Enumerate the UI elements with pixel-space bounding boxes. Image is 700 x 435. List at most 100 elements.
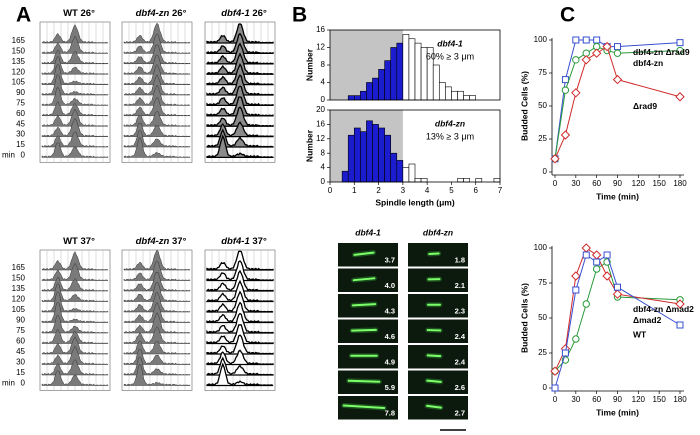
histogram-bar: [463, 95, 470, 101]
series-line: [554, 45, 681, 160]
y-tick-label: 8: [321, 60, 326, 69]
dna-histogram: [123, 136, 191, 158]
marker: [593, 258, 601, 266]
y-axis-label: Number: [304, 129, 314, 162]
time-label: 60: [16, 337, 25, 346]
histogram-bar: [378, 69, 385, 101]
y-tick-label: 50: [538, 101, 547, 110]
histogram-bar: [457, 178, 464, 183]
annotation: 13% ≥ 3 μm: [426, 131, 474, 141]
x-tick-label: 0: [553, 179, 558, 188]
y-axis-label: Budded Cells (%): [519, 283, 529, 353]
series-label: dbf4-zn Δrad9: [633, 47, 690, 57]
x-tick-label: 0: [328, 186, 333, 195]
micrograph: [338, 243, 398, 267]
histogram-bar: [341, 170, 349, 183]
marker: [676, 39, 684, 47]
marker: [591, 250, 602, 260]
marker: [614, 283, 621, 291]
column-label: dbf4-1: [355, 227, 381, 237]
histogram-bar: [366, 82, 373, 101]
marker: [572, 335, 580, 343]
dna-histogram: [123, 22, 191, 44]
time-label: 30: [16, 130, 25, 139]
histogram-bar: [402, 167, 410, 183]
time-label: 60: [16, 109, 25, 118]
marker: [676, 321, 684, 329]
x-tick-label: 180: [673, 179, 687, 188]
marker: [592, 265, 601, 273]
y-tick-label: 100: [534, 243, 548, 252]
x-tick-label: 120: [632, 395, 646, 404]
time-label: 135: [12, 57, 26, 66]
x-tick-label: 180: [673, 395, 687, 404]
histogram-bar: [372, 77, 379, 101]
spindle: [347, 379, 381, 383]
annotation: 60% ≥ 3 μm: [426, 51, 474, 61]
x-axis-label: Time (min): [596, 191, 639, 201]
x-tick-label: 3: [401, 186, 406, 195]
histogram-bar: [366, 120, 373, 183]
marker: [613, 49, 622, 57]
time-label: 120: [12, 295, 26, 304]
time-label: 45: [16, 347, 25, 356]
micrograph: [338, 294, 398, 318]
dna-histogram: [206, 334, 274, 355]
panel-label: B: [292, 4, 307, 27]
marker: [572, 56, 580, 64]
time-unit: min: [2, 379, 15, 388]
x-tick-label: 120: [632, 179, 646, 188]
y-tick-label: 12: [316, 43, 325, 52]
micrograph: [408, 243, 468, 267]
temperature: 37°: [81, 236, 96, 247]
histogram-bar: [457, 90, 464, 101]
dna-histogram: [41, 345, 109, 365]
dna-histogram: [206, 312, 274, 334]
x-tick-label: 7: [498, 186, 503, 195]
marker: [593, 36, 601, 44]
y-tick-label: 12: [316, 134, 325, 143]
panel-title: WT 37°: [63, 236, 95, 247]
dna-histogram: [41, 86, 109, 106]
histogram-bar: [475, 178, 483, 183]
time-label: 150: [12, 274, 26, 283]
time-label: 0: [21, 379, 26, 388]
temperature: 37°: [252, 236, 267, 247]
y-tick-label: 0: [321, 177, 326, 186]
dna-histogram: [206, 85, 274, 107]
dna-histogram: [41, 35, 109, 54]
spindle-length: 2.1: [455, 281, 465, 290]
histogram-bar: [420, 178, 428, 183]
histogram-bar: [432, 64, 440, 101]
marker: [581, 243, 591, 253]
x-tick-label: 5: [449, 186, 454, 195]
x-tick-label: 30: [571, 395, 580, 404]
strain: WT: [63, 236, 78, 247]
dna-histogram: [206, 324, 274, 345]
marker: [550, 366, 560, 376]
marker: [612, 74, 623, 85]
panel-title: WT 26°: [63, 8, 95, 19]
series-line: [554, 254, 681, 389]
histogram-bar: [463, 178, 470, 183]
x-tick-label: 150: [652, 179, 666, 188]
spindle: [342, 404, 386, 409]
series-label: WT: [633, 329, 647, 339]
y-tick-label: 100: [534, 35, 548, 44]
spindle: [426, 404, 442, 409]
time-unit: min: [2, 151, 15, 160]
x-axis-label: Time (min): [596, 407, 639, 417]
marker: [675, 299, 685, 309]
y-tick-label: 75: [538, 68, 547, 77]
time-label: 0: [21, 151, 26, 160]
marker: [602, 41, 612, 52]
histogram-bar: [384, 134, 392, 183]
y-tick-label: 20: [316, 105, 325, 114]
histogram-bar: [445, 86, 452, 101]
dna-histogram: [41, 336, 109, 355]
histogram-bar: [414, 42, 422, 101]
panel-title: dbf4-zn 37°: [136, 236, 187, 247]
spindle-length: 4.0: [385, 281, 395, 290]
dna-histogram: [123, 84, 191, 106]
histogram-bar: [390, 47, 398, 101]
